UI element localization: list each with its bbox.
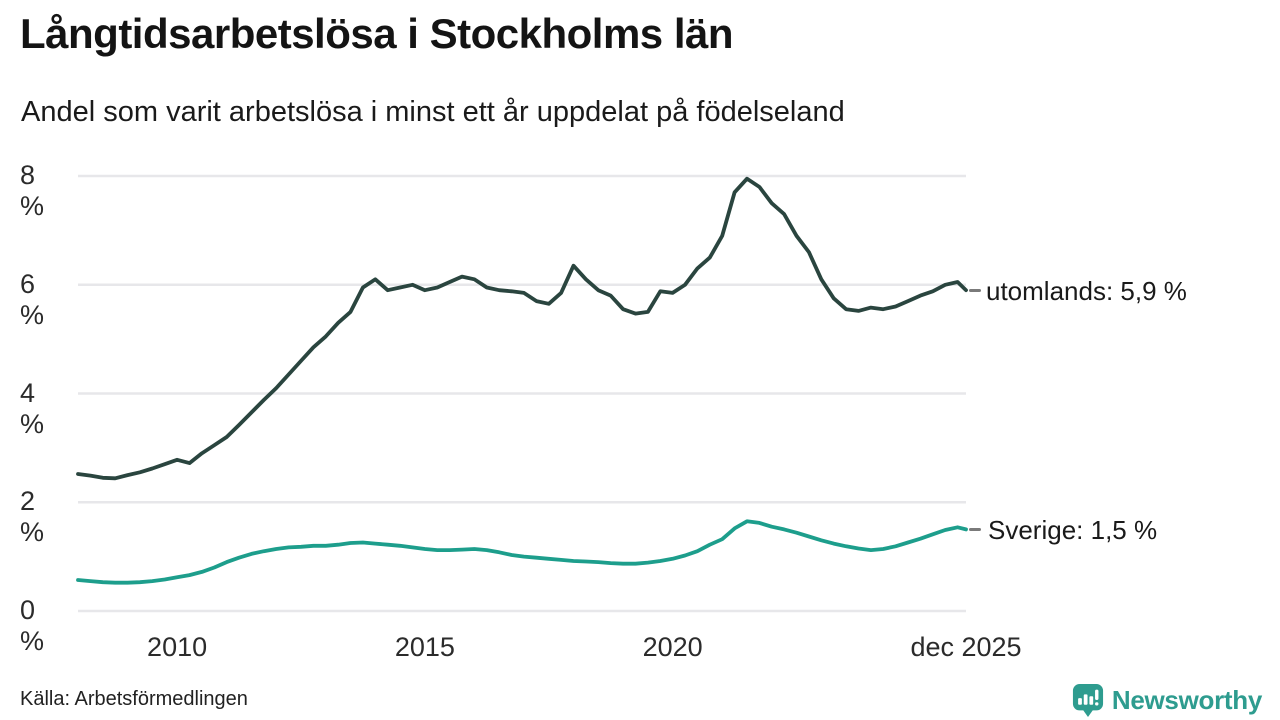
newsworthy-logo-icon (1072, 683, 1104, 718)
newsworthy-brand: Newsworthy (1072, 683, 1262, 718)
utomlands-label-connector (969, 289, 981, 292)
page-title: Långtidsarbetslösa i Stockholms län (20, 10, 734, 57)
series-label-utomlands: utomlands: 5,9 % (986, 276, 1187, 306)
newsworthy-wordmark: Newsworthy (1111, 685, 1262, 715)
source-note: Källa: Arbetsförmedlingen (20, 688, 248, 710)
chart-line-utomlands (76, 176, 968, 481)
series-label-sverige: Sverige: 1,5 % (988, 515, 1158, 545)
page-subtitle: Andel som varit arbetslösa i minst ett å… (21, 96, 845, 128)
y-tick-label: 2 % (20, 486, 45, 548)
chart-line-Sverige (76, 519, 968, 585)
y-tick-label: 0 % (20, 595, 45, 656)
sverige-label-connector (969, 528, 981, 531)
y-tick-label: 6 % (20, 268, 45, 330)
y-tick-label: 8 % (20, 160, 45, 221)
x-tick-label: 2015 (394, 632, 455, 662)
x-tick-label: 2010 (147, 632, 208, 662)
x-tick-label: dec 2025 (910, 632, 1022, 662)
y-tick-label: 4 % (20, 377, 45, 439)
x-tick-label: 2020 (642, 632, 703, 662)
